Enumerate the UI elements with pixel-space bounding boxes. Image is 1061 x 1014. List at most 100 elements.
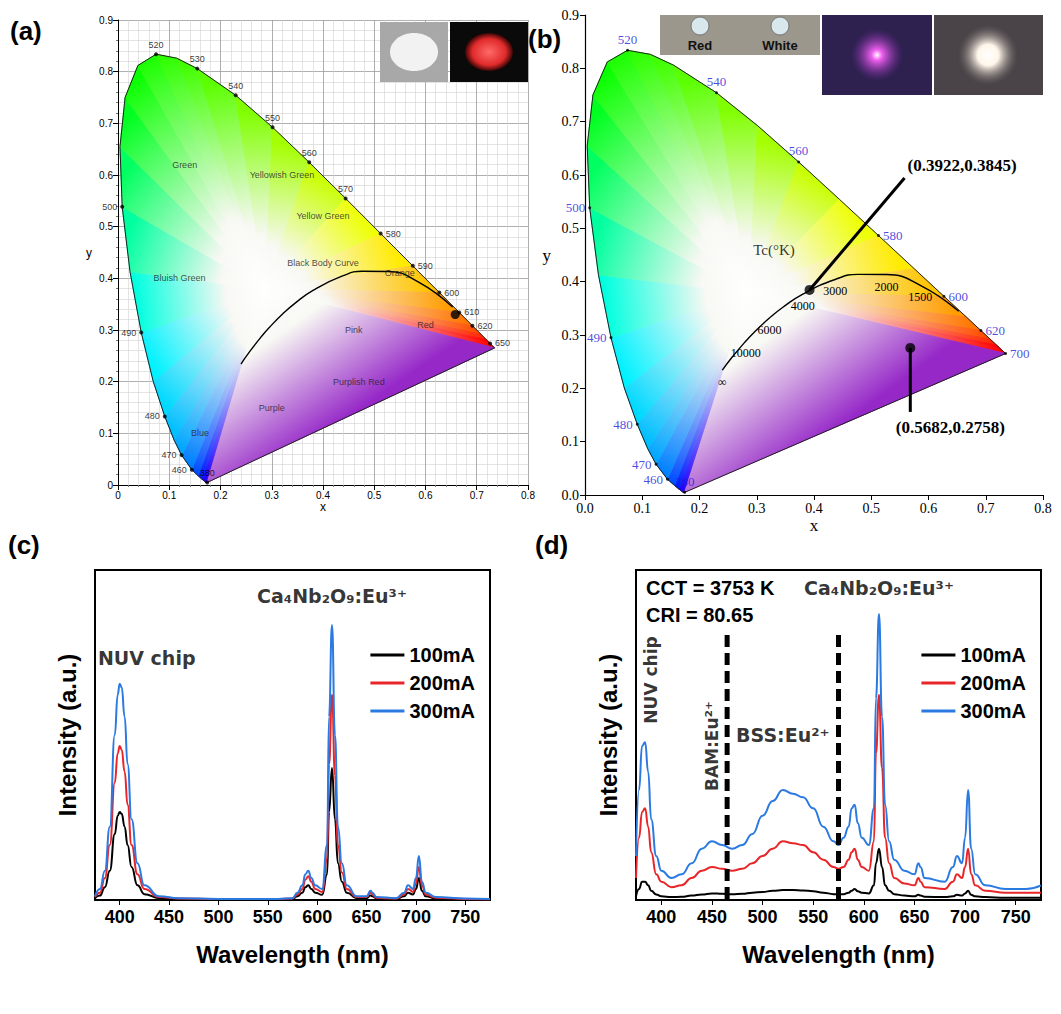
svg-text:380: 380	[675, 474, 695, 489]
svg-text:Yellowish Green: Yellowish Green	[250, 170, 315, 180]
svg-text:750: 750	[1001, 907, 1031, 927]
svg-text:0: 0	[115, 490, 121, 501]
svg-text:610: 610	[464, 307, 479, 317]
svg-text:CCT = 3753 K: CCT = 3753 K	[646, 577, 775, 599]
svg-text:1500: 1500	[908, 290, 932, 304]
svg-text:Ca₄Nb₂O₉:Eu³⁺: Ca₄Nb₂O₉:Eu³⁺	[804, 577, 954, 599]
svg-text:380: 380	[200, 468, 215, 478]
svg-text:450: 450	[154, 907, 184, 927]
svg-text:BSS:Eu²⁺: BSS:Eu²⁺	[736, 724, 829, 746]
svg-text:0.7: 0.7	[470, 490, 484, 501]
svg-text:0.8: 0.8	[521, 490, 535, 501]
svg-text:700: 700	[1010, 346, 1029, 361]
svg-text:0.1: 0.1	[562, 434, 580, 449]
svg-text:0.2: 0.2	[562, 381, 580, 396]
svg-text:0.6: 0.6	[562, 168, 580, 183]
svg-text:Yellow Green: Yellow Green	[296, 211, 349, 221]
svg-text:Red: Red	[417, 320, 434, 330]
svg-text:Tc(°K): Tc(°K)	[753, 242, 795, 259]
svg-text:0.4: 0.4	[562, 274, 580, 289]
svg-text:580: 580	[386, 229, 401, 239]
svg-text:3000: 3000	[823, 284, 847, 298]
svg-text:0.8: 0.8	[1034, 501, 1052, 516]
svg-text:Blue: Blue	[191, 428, 209, 438]
svg-text:Wavelength (nm): Wavelength (nm)	[196, 941, 388, 968]
svg-text:0.6: 0.6	[920, 501, 938, 516]
svg-text:560: 560	[789, 143, 809, 158]
svg-text:10000: 10000	[731, 346, 761, 360]
svg-text:0.2: 0.2	[214, 490, 228, 501]
svg-text:x: x	[810, 516, 819, 535]
svg-text:600: 600	[948, 289, 968, 304]
svg-text:580: 580	[883, 228, 903, 243]
svg-text:0.5: 0.5	[562, 221, 580, 236]
svg-text:700: 700	[401, 907, 431, 927]
svg-text:(c): (c)	[8, 530, 40, 560]
svg-text:0.7: 0.7	[562, 114, 580, 129]
svg-text:Orange: Orange	[385, 268, 415, 278]
svg-text:470: 470	[162, 450, 177, 460]
svg-text:Purple: Purple	[259, 403, 285, 413]
svg-text:480: 480	[613, 417, 633, 432]
svg-text:0.0: 0.0	[576, 501, 594, 516]
svg-text:0.3: 0.3	[99, 325, 113, 336]
svg-text:540: 540	[707, 74, 727, 89]
svg-text:Ca₄Nb₂O₉:Eu³⁺: Ca₄Nb₂O₉:Eu³⁺	[257, 585, 407, 607]
svg-text:0.7: 0.7	[99, 118, 113, 129]
svg-text:400: 400	[105, 907, 135, 927]
svg-text:540: 540	[228, 81, 243, 91]
svg-text:460: 460	[172, 465, 187, 475]
svg-text:500: 500	[566, 200, 586, 215]
svg-text:100mA: 100mA	[960, 644, 1026, 666]
svg-text:0.3: 0.3	[265, 490, 279, 501]
svg-text:Bluish Green: Bluish Green	[153, 273, 205, 283]
svg-text:0.1: 0.1	[99, 428, 113, 439]
svg-text:0.8: 0.8	[99, 66, 113, 77]
svg-text:0.8: 0.8	[562, 61, 580, 76]
svg-text:600: 600	[444, 288, 459, 298]
svg-text:0.9: 0.9	[562, 8, 580, 23]
svg-text:2000: 2000	[875, 280, 899, 294]
svg-text:490: 490	[587, 330, 607, 345]
svg-text:700: 700	[950, 907, 980, 927]
svg-text:590: 590	[418, 261, 433, 271]
svg-text:550: 550	[265, 113, 280, 123]
svg-text:650: 650	[495, 338, 510, 348]
svg-text:NUV chip: NUV chip	[98, 647, 196, 669]
svg-text:520: 520	[149, 40, 164, 50]
svg-text:0.2: 0.2	[691, 501, 709, 516]
svg-text:Intensity (a.u.): Intensity (a.u.)	[54, 654, 81, 817]
svg-text:460: 460	[643, 472, 663, 487]
svg-text:(a): (a)	[10, 16, 42, 46]
svg-text:NUV chip: NUV chip	[641, 636, 661, 723]
svg-text:550: 550	[798, 907, 828, 927]
svg-text:490: 490	[121, 328, 136, 338]
svg-text:750: 750	[450, 907, 480, 927]
svg-text:0.5: 0.5	[99, 221, 113, 232]
svg-text:0.6: 0.6	[99, 170, 113, 181]
svg-text:560: 560	[302, 148, 317, 158]
svg-text:y: y	[543, 246, 552, 265]
svg-text:0.4: 0.4	[99, 273, 113, 284]
svg-text:0.7: 0.7	[977, 501, 995, 516]
svg-text:y: y	[86, 246, 92, 260]
svg-text:600: 600	[302, 907, 332, 927]
svg-text:400: 400	[646, 907, 676, 927]
svg-text:0.5: 0.5	[367, 490, 381, 501]
svg-text:BAM:Eu²⁺: BAM:Eu²⁺	[702, 701, 722, 791]
svg-text:0.6: 0.6	[419, 490, 433, 501]
svg-text:300mA: 300mA	[409, 700, 475, 722]
svg-text:600: 600	[849, 907, 879, 927]
svg-text:4000: 4000	[791, 299, 815, 313]
svg-text:Wavelength (nm): Wavelength (nm)	[742, 941, 934, 968]
svg-text:500: 500	[748, 907, 778, 927]
svg-text:(b): (b)	[528, 24, 561, 54]
svg-text:Pink: Pink	[345, 325, 363, 335]
svg-text:x: x	[320, 500, 326, 514]
svg-text:300mA: 300mA	[960, 700, 1026, 722]
svg-text:(0.3922,0.3845): (0.3922,0.3845)	[908, 156, 1017, 175]
svg-text:White: White	[762, 38, 797, 53]
svg-text:530: 530	[190, 54, 205, 64]
svg-text:0.4: 0.4	[805, 501, 823, 516]
svg-text:Green: Green	[172, 160, 197, 170]
